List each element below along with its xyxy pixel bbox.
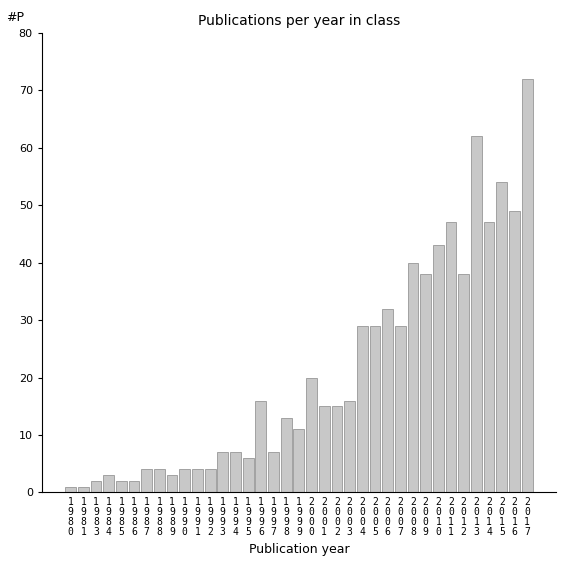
Bar <box>382 308 393 493</box>
X-axis label: Publication year: Publication year <box>248 543 349 556</box>
Bar <box>179 469 190 493</box>
Bar <box>484 222 494 493</box>
Bar <box>471 136 482 493</box>
Bar <box>91 481 101 493</box>
Bar <box>306 378 317 493</box>
Bar <box>332 407 342 493</box>
Bar <box>522 79 532 493</box>
Bar <box>205 469 215 493</box>
Bar <box>319 407 329 493</box>
Bar <box>446 222 456 493</box>
Bar <box>433 246 444 493</box>
Bar <box>294 429 304 493</box>
Bar <box>230 452 241 493</box>
Text: #P: #P <box>6 11 24 24</box>
Bar <box>141 469 152 493</box>
Bar <box>192 469 203 493</box>
Bar <box>357 326 367 493</box>
Bar <box>243 458 253 493</box>
Bar <box>344 400 355 493</box>
Bar <box>496 182 507 493</box>
Bar <box>217 452 228 493</box>
Bar <box>154 469 165 493</box>
Bar <box>420 274 431 493</box>
Bar <box>408 263 418 493</box>
Bar <box>78 486 88 493</box>
Bar <box>116 481 127 493</box>
Title: Publications per year in class: Publications per year in class <box>198 14 400 28</box>
Bar <box>395 326 406 493</box>
Bar <box>103 475 114 493</box>
Bar <box>167 475 177 493</box>
Bar <box>65 486 76 493</box>
Bar <box>256 400 266 493</box>
Bar <box>268 452 279 493</box>
Bar <box>458 274 469 493</box>
Bar <box>509 211 520 493</box>
Bar <box>281 418 291 493</box>
Bar <box>370 326 380 493</box>
Bar <box>129 481 139 493</box>
